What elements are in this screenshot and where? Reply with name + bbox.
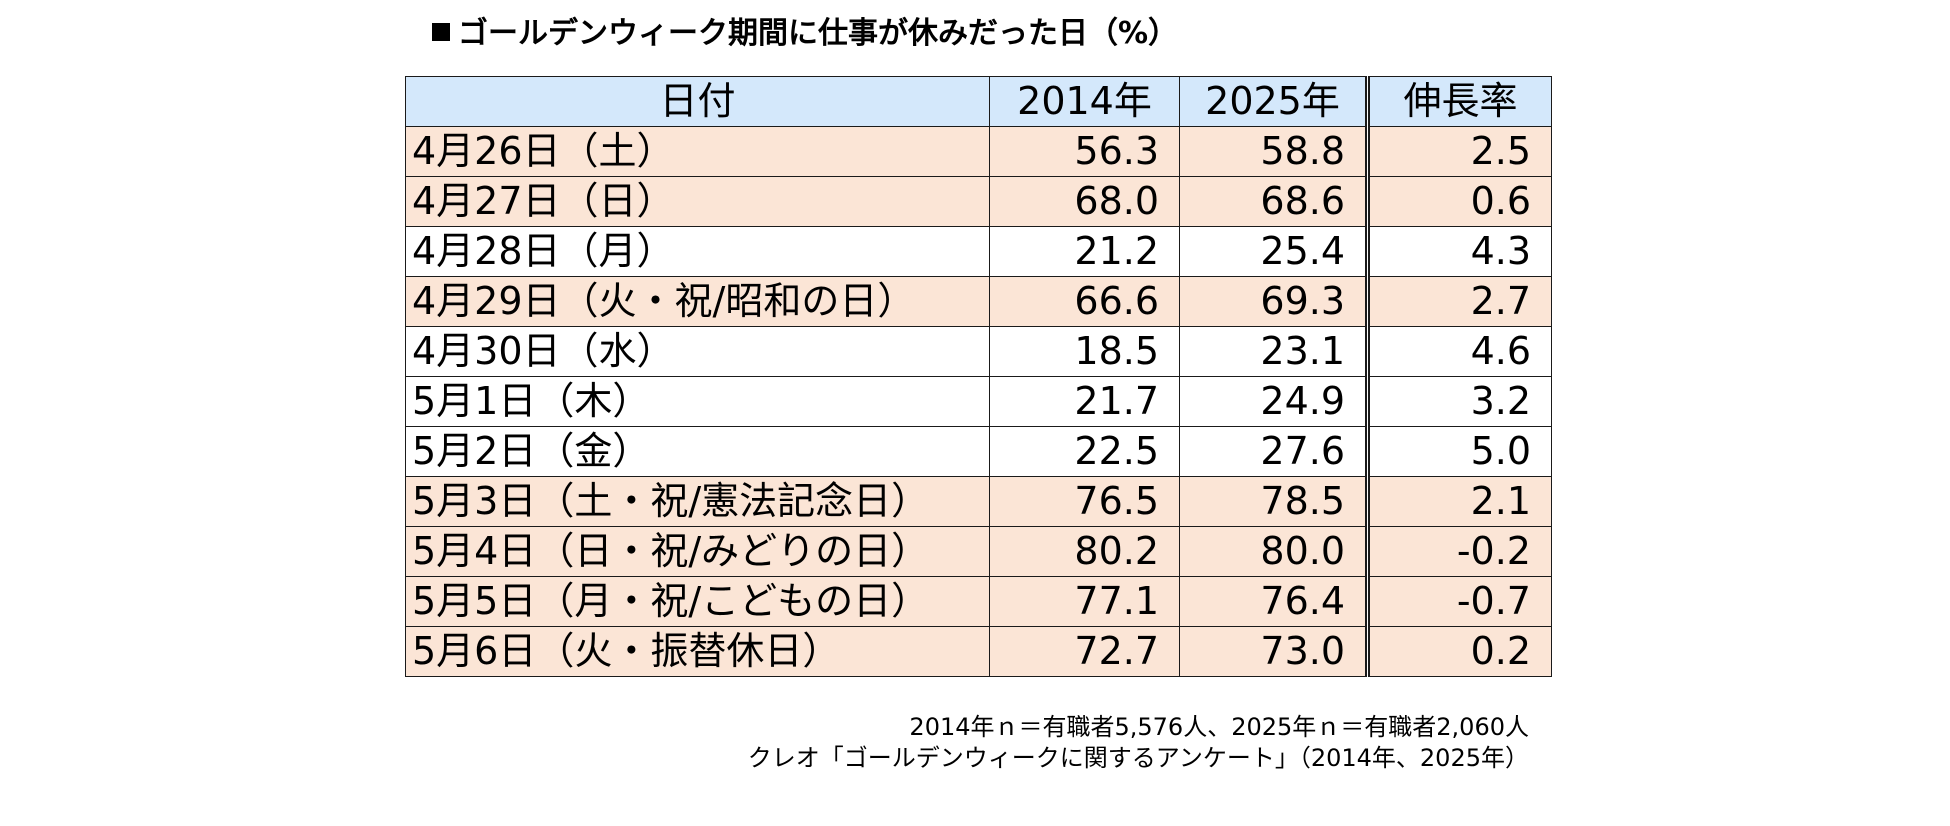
chart-title-text: ゴールデンウィーク期間に仕事が休みだった日（%） <box>458 16 1179 51</box>
value-2014-cell: 21.2 <box>989 226 1180 277</box>
source-note: クレオ「ゴールデンウィークに関するアンケート」（2014年、2025年） <box>747 744 1529 772</box>
value-2014-cell: 18.5 <box>989 326 1180 377</box>
value-2014-cell: 66.6 <box>989 276 1180 327</box>
growth-cell: 2.5 <box>1365 126 1552 177</box>
growth-cell: 2.7 <box>1365 276 1552 327</box>
data-table: 日付 2014年 2025年 伸長率 4月26日（土） 56.3 58.8 2.5 4月… <box>405 76 1552 677</box>
footnotes: 2014年ｎ＝有職者5,576人、2025年ｎ＝有職者2,060人 クレオ「ゴー… <box>748 712 1529 774</box>
value-2014-cell: 76.5 <box>989 476 1180 527</box>
date-cell: 4月26日（土） <box>405 126 990 177</box>
table-row: 5月3日（土・祝/憲法記念日） 76.5 78.5 2.1 <box>405 476 1552 527</box>
value-2014-cell: 72.7 <box>989 626 1180 677</box>
date-cell: 5月6日（火・振替休日） <box>405 626 990 677</box>
value-2025-cell: 80.0 <box>1179 526 1368 577</box>
growth-cell: 0.6 <box>1365 176 1552 227</box>
date-cell: 5月4日（日・祝/みどりの日） <box>405 526 990 577</box>
value-2025-cell: 78.5 <box>1179 476 1368 527</box>
growth-cell: 0.2 <box>1365 626 1552 677</box>
growth-cell: -0.2 <box>1365 526 1552 577</box>
sample-size-note: 2014年ｎ＝有職者5,576人、2025年ｎ＝有職者2,060人 <box>909 713 1529 741</box>
date-cell: 5月5日（月・祝/こどもの日） <box>405 576 990 627</box>
value-2014-cell: 68.0 <box>989 176 1180 227</box>
date-cell: 5月3日（土・祝/憲法記念日） <box>405 476 990 527</box>
table-row: 5月5日（月・祝/こどもの日） 77.1 76.4 -0.7 <box>405 576 1552 627</box>
value-2014-cell: 22.5 <box>989 426 1180 477</box>
value-2025-cell: 27.6 <box>1179 426 1368 477</box>
value-2014-cell: 56.3 <box>989 126 1180 177</box>
value-2025-cell: 58.8 <box>1179 126 1368 177</box>
column-header-growth: 伸長率 <box>1365 76 1552 127</box>
value-2025-cell: 73.0 <box>1179 626 1368 677</box>
value-2025-cell: 68.6 <box>1179 176 1368 227</box>
date-cell: 4月30日（水） <box>405 326 990 377</box>
value-2025-cell: 69.3 <box>1179 276 1368 327</box>
growth-cell: 5.0 <box>1365 426 1552 477</box>
value-2025-cell: 76.4 <box>1179 576 1368 627</box>
value-2014-cell: 21.7 <box>989 376 1180 427</box>
date-cell: 5月2日（金） <box>405 426 990 477</box>
column-header-2014: 2014年 <box>989 76 1180 127</box>
growth-cell: 4.3 <box>1365 226 1552 277</box>
date-cell: 4月28日（月） <box>405 226 990 277</box>
date-cell: 4月29日（火・祝/昭和の日） <box>405 276 990 327</box>
growth-cell: 3.2 <box>1365 376 1552 427</box>
table-row: 4月29日（火・祝/昭和の日） 66.6 69.3 2.7 <box>405 276 1552 327</box>
value-2014-cell: 80.2 <box>989 526 1180 577</box>
date-cell: 4月27日（日） <box>405 176 990 227</box>
column-header-2025: 2025年 <box>1179 76 1368 127</box>
growth-cell: 4.6 <box>1365 326 1552 377</box>
table-row: 4月26日（土） 56.3 58.8 2.5 <box>405 126 1552 177</box>
table-row: 5月4日（日・祝/みどりの日） 80.2 80.0 -0.2 <box>405 526 1552 577</box>
growth-cell: -0.7 <box>1365 576 1552 627</box>
table-row: 4月28日（月） 21.2 25.4 4.3 <box>405 226 1552 277</box>
table-header-row: 日付 2014年 2025年 伸長率 <box>405 76 1552 127</box>
value-2014-cell: 77.1 <box>989 576 1180 627</box>
table-row: 5月1日（木） 21.7 24.9 3.2 <box>405 376 1552 427</box>
table-row: 4月27日（日） 68.0 68.6 0.6 <box>405 176 1552 227</box>
value-2025-cell: 25.4 <box>1179 226 1368 277</box>
value-2025-cell: 23.1 <box>1179 326 1368 377</box>
table-row: 5月6日（火・振替休日） 72.7 73.0 0.2 <box>405 626 1552 677</box>
value-2025-cell: 24.9 <box>1179 376 1368 427</box>
growth-cell: 2.1 <box>1365 476 1552 527</box>
square-bullet-icon <box>432 23 450 41</box>
table-body: 4月26日（土） 56.3 58.8 2.5 4月27日（日） 68.0 68.6 0.6 4月… <box>405 126 1552 677</box>
table-row: 5月2日（金） 22.5 27.6 5.0 <box>405 426 1552 477</box>
column-header-date: 日付 <box>405 76 990 127</box>
table-row: 4月30日（水） 18.5 23.1 4.6 <box>405 326 1552 377</box>
date-cell: 5月1日（木） <box>405 376 990 427</box>
chart-title: ゴールデンウィーク期間に仕事が休みだった日（%） <box>432 8 1178 52</box>
